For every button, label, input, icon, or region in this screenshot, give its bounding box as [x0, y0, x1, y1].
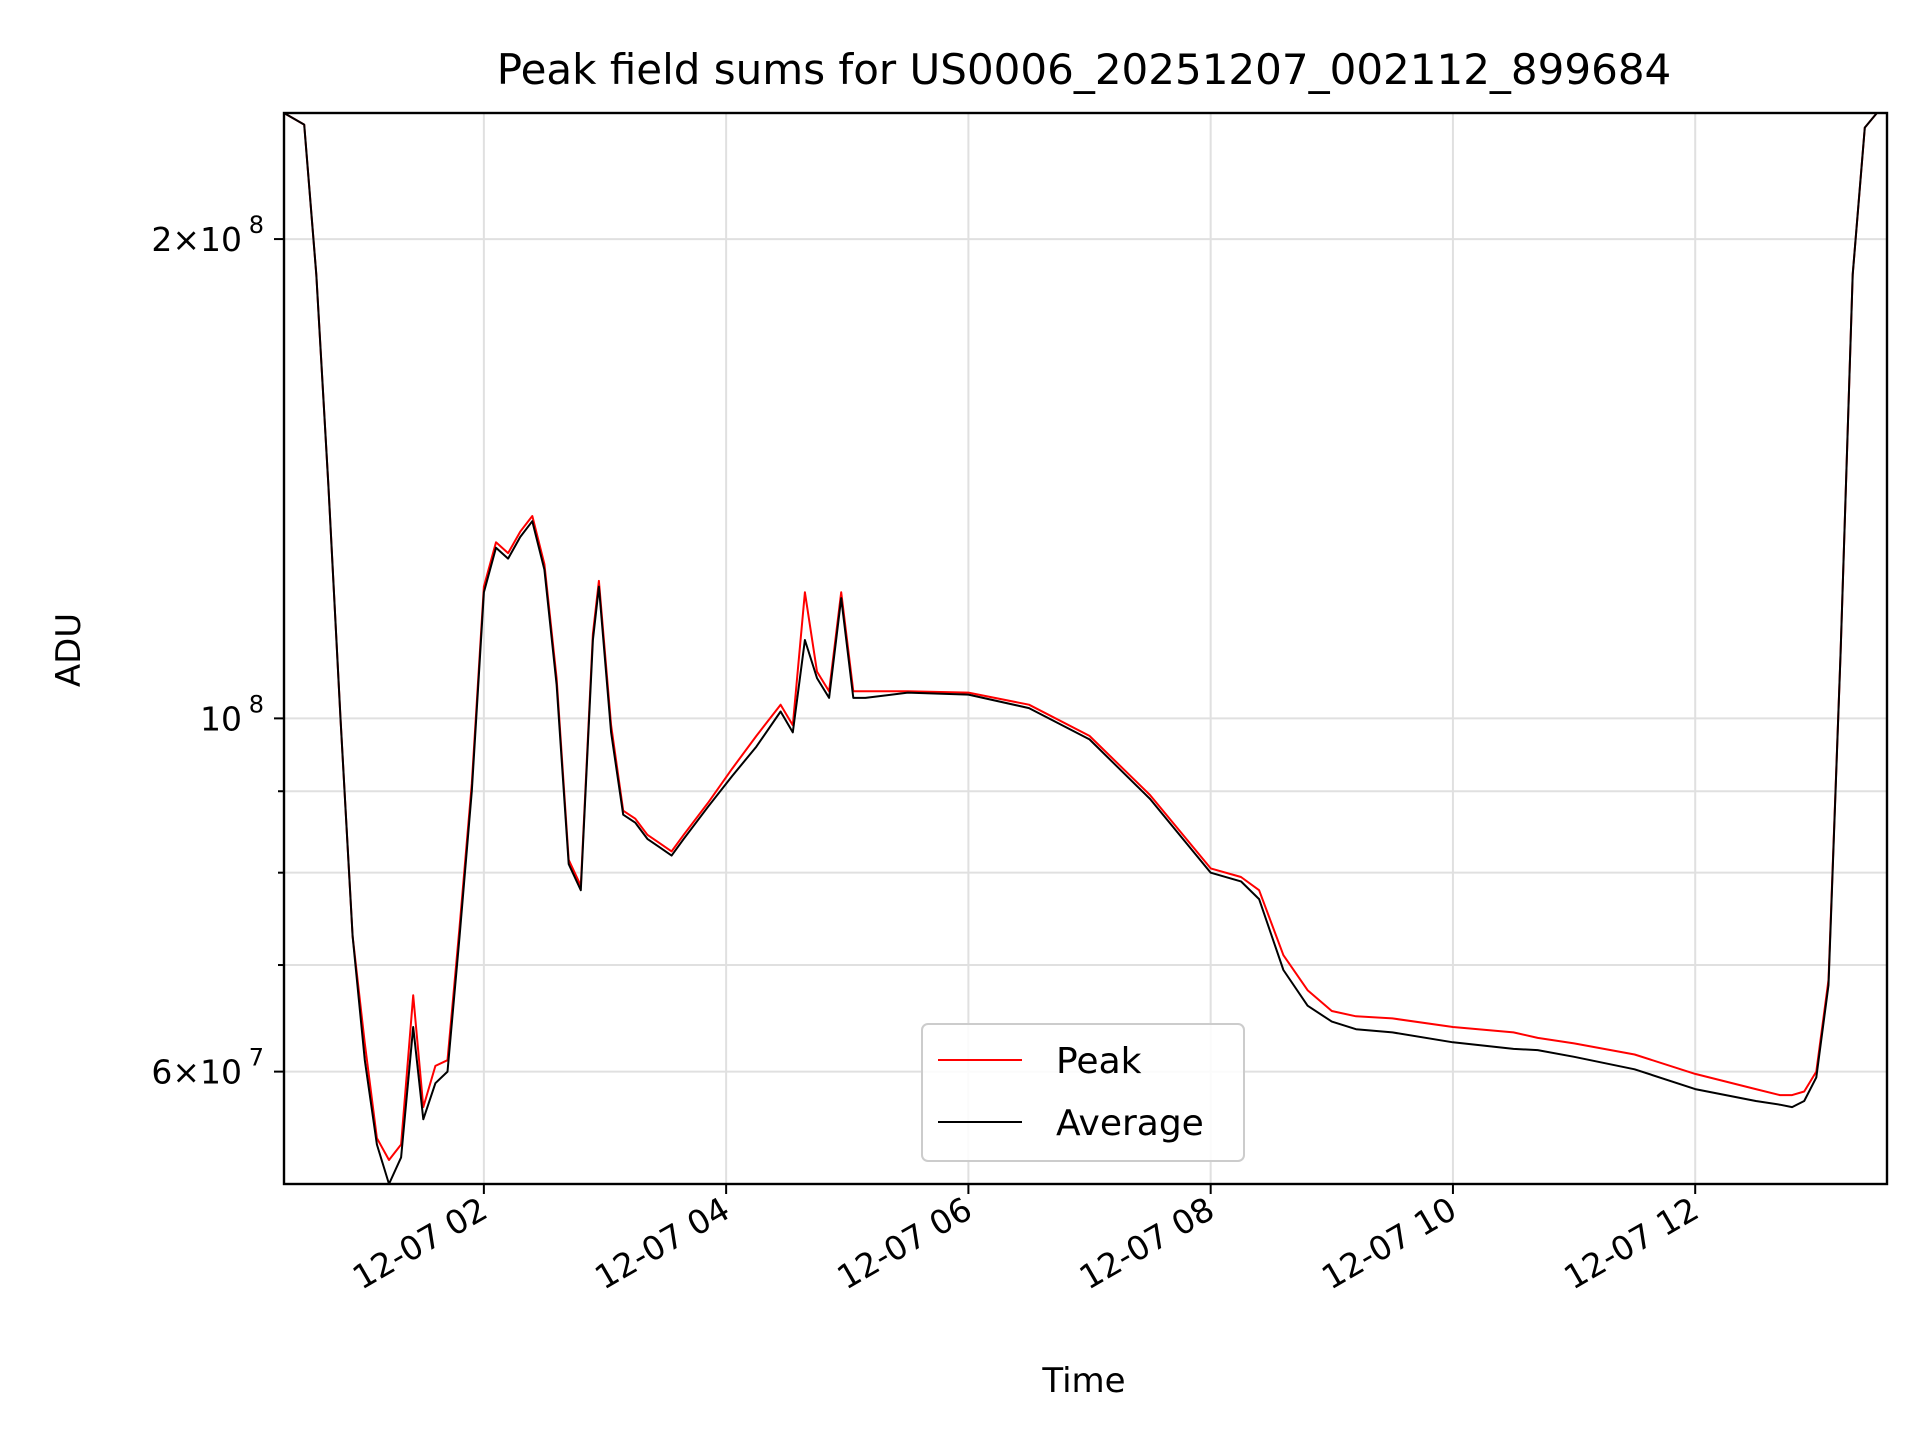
- y-axis-label: ADU: [49, 613, 89, 687]
- x-tick-label: 12-07 02: [346, 1189, 494, 1297]
- x-axis-label: Time: [1041, 1361, 1125, 1401]
- series-layer: [283, 112, 1887, 1185]
- plot-frame: [282, 111, 1889, 1186]
- x-tick-label: 12-07 08: [1073, 1189, 1221, 1297]
- series-line-peak: [283, 112, 1887, 1161]
- y-tick-label: 6×10: [151, 1053, 242, 1092]
- chart-title: Peak field sums for US0006_20251207_0021…: [497, 45, 1672, 94]
- y-tick-label: 2×10: [151, 220, 242, 259]
- x-tick-label: 12-07 10: [1315, 1189, 1463, 1297]
- x-tick-label: 12-07 06: [830, 1189, 978, 1297]
- y-tick-label: 10: [200, 699, 242, 738]
- x-tick-label: 12-07 12: [1557, 1189, 1705, 1297]
- y-axis: 6×10 710 82×10 8: [151, 211, 284, 1092]
- x-axis: 12-07 02 12-07 04 12-07 06 12-07 08 12-07 10…: [346, 1184, 1705, 1297]
- y-tick-label-exponent: 8: [249, 690, 264, 718]
- y-tick-label-exponent: 7: [249, 1044, 264, 1072]
- x-tick-label: 12-07 04: [588, 1189, 736, 1297]
- legend-box: [921, 1023, 1245, 1162]
- legend-label-peak: Peak: [1056, 1041, 1142, 1082]
- series-line-average: [283, 112, 1887, 1185]
- legend: Peak Average: [921, 1023, 1245, 1162]
- grid: [284, 113, 1887, 1184]
- legend-label-average: Average: [1056, 1103, 1204, 1144]
- y-tick-label-exponent: 8: [249, 211, 264, 239]
